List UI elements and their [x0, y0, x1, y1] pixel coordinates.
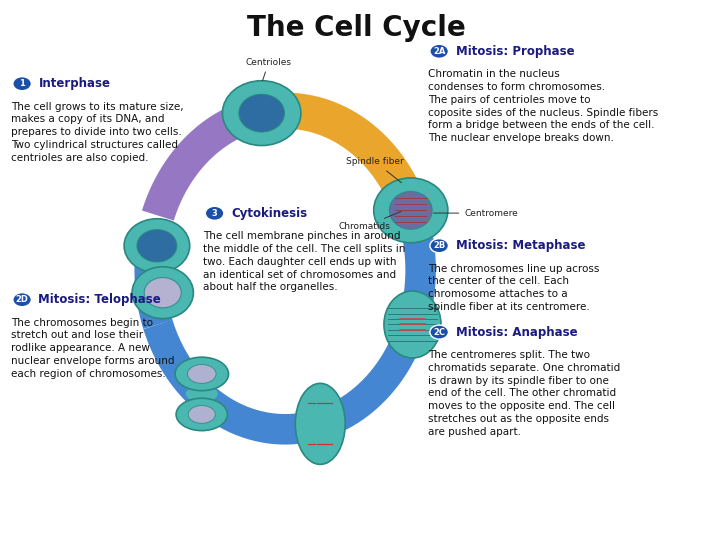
Ellipse shape — [187, 364, 216, 383]
Ellipse shape — [186, 386, 218, 402]
Text: Mitosis: Telophase: Mitosis: Telophase — [38, 293, 161, 306]
Text: The cell grows to its mature size,
makes a copy of its DNA, and
prepares to divi: The cell grows to its mature size, makes… — [11, 102, 184, 163]
Text: The centromeres split. The two
chromatids separate. One chromatid
is drawn by it: The centromeres split. The two chromatid… — [428, 350, 620, 437]
Text: 2C: 2C — [433, 328, 445, 336]
Text: 2D: 2D — [16, 295, 29, 304]
Text: Centromere: Centromere — [433, 209, 518, 218]
Ellipse shape — [124, 219, 189, 273]
Ellipse shape — [239, 94, 284, 132]
Ellipse shape — [176, 398, 228, 430]
Text: Cytokinesis: Cytokinesis — [231, 207, 307, 220]
Ellipse shape — [295, 383, 345, 464]
Text: The Cell Cycle: The Cell Cycle — [247, 14, 466, 42]
Ellipse shape — [132, 267, 194, 319]
Ellipse shape — [137, 230, 177, 262]
Circle shape — [430, 44, 449, 58]
Text: 1: 1 — [19, 79, 25, 88]
Text: Chromatids: Chromatids — [338, 211, 401, 231]
Text: The chromosomes begin to
stretch out and lose their
rodlike appearance. A new
nu: The chromosomes begin to stretch out and… — [11, 318, 174, 379]
Circle shape — [430, 325, 449, 339]
Text: The cell membrane pinches in around
the middle of the cell. The cell splits in
t: The cell membrane pinches in around the … — [203, 231, 405, 292]
Text: Mitosis: Prophase: Mitosis: Prophase — [456, 45, 575, 58]
Text: Chromatin in the nucleus
condenses to form chromosomes.
The pairs of centrioles : Chromatin in the nucleus condenses to fo… — [428, 69, 658, 143]
Text: Mitosis: Metaphase: Mitosis: Metaphase — [456, 239, 585, 252]
Circle shape — [430, 239, 449, 253]
Text: Interphase: Interphase — [38, 77, 110, 90]
Text: 2A: 2A — [433, 47, 446, 56]
Text: Spindle fiber: Spindle fiber — [346, 158, 404, 183]
Text: The chromosomes line up across
the center of the cell. Each
chromosome attaches : The chromosomes line up across the cente… — [428, 264, 599, 312]
Ellipse shape — [175, 357, 228, 390]
Text: 3: 3 — [212, 209, 217, 218]
Circle shape — [13, 293, 32, 307]
Text: Centrioles: Centrioles — [246, 58, 292, 81]
Text: Mitosis: Anaphase: Mitosis: Anaphase — [456, 326, 577, 339]
Ellipse shape — [144, 278, 181, 308]
Ellipse shape — [384, 291, 441, 358]
Circle shape — [205, 206, 224, 220]
Circle shape — [13, 77, 32, 91]
Ellipse shape — [374, 178, 448, 242]
Ellipse shape — [222, 80, 301, 145]
Text: 2B: 2B — [433, 241, 445, 250]
Ellipse shape — [390, 191, 432, 229]
Ellipse shape — [188, 406, 215, 423]
